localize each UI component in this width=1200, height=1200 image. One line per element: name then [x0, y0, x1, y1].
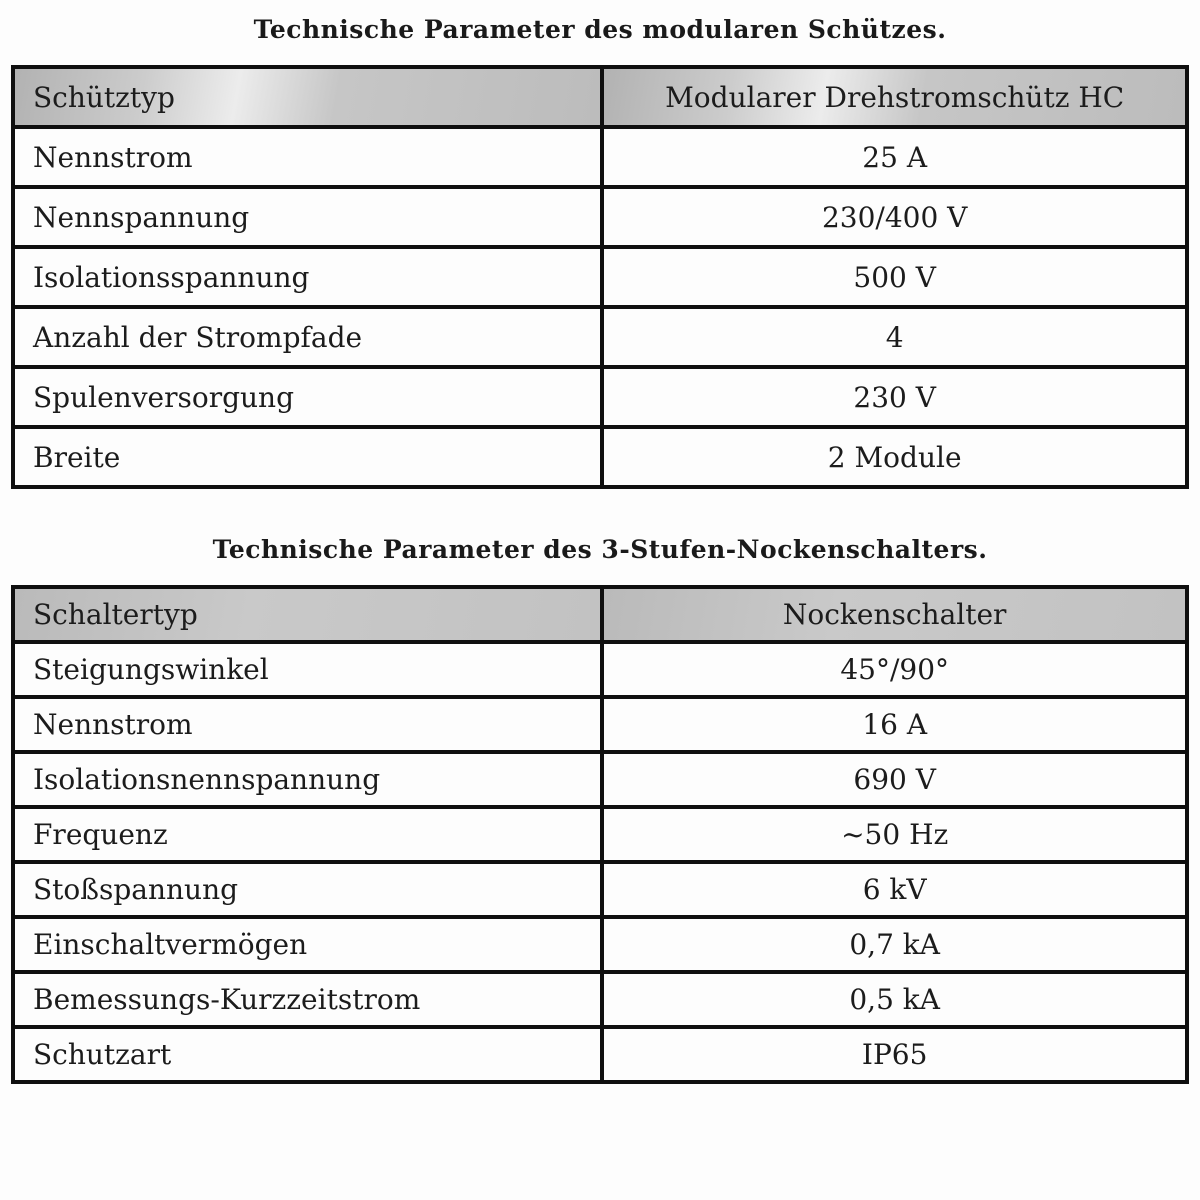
table-row: Anzahl der Strompfade 4 — [10, 305, 1189, 369]
table-row: Einschaltvermögen 0,7 kA — [10, 915, 1189, 974]
param-value: 16 A — [600, 695, 1189, 754]
table-row: Isolationsspannung 500 V — [10, 245, 1189, 309]
param-label: Steigungswinkel — [10, 640, 605, 699]
table-row: Bemessungs-Kurzzeitstrom 0,5 kA — [10, 970, 1189, 1029]
table-row: Breite 2 Module — [10, 425, 1189, 489]
param-value: 690 V — [600, 750, 1189, 809]
param-label: Breite — [10, 425, 605, 489]
param-label: Einschaltvermögen — [10, 915, 605, 974]
param-label: Nennspannung — [10, 185, 605, 249]
param-value: 0,5 kA — [600, 970, 1189, 1029]
column-header-type: Schütztyp — [10, 65, 605, 129]
param-label: Isolationsnennspannung — [10, 750, 605, 809]
table2-caption: Technische Parameter des 3-Stufen-Nocken… — [212, 535, 988, 564]
table-header-row: Schaltertyp Nockenschalter — [10, 585, 1189, 644]
param-value: 6 kV — [600, 860, 1189, 919]
table-header-row: Schütztyp Modularer Drehstromschütz HC — [10, 65, 1189, 129]
param-label: Nennstrom — [10, 695, 605, 754]
table-row: Frequenz ~50 Hz — [10, 805, 1189, 864]
param-value: 0,7 kA — [600, 915, 1189, 974]
param-value: 25 A — [600, 125, 1189, 189]
param-value: ~50 Hz — [600, 805, 1189, 864]
table-row: Nennstrom 16 A — [10, 695, 1189, 754]
table-row: Nennstrom 25 A — [10, 125, 1189, 189]
param-value: 4 — [600, 305, 1189, 369]
param-label: Stoßspannung — [10, 860, 605, 919]
param-value: IP65 — [600, 1025, 1189, 1084]
cam-switch-table: Schaltertyp Nockenschalter Steigungswink… — [10, 585, 1189, 1084]
param-value: 45°/90° — [600, 640, 1189, 699]
table1-caption: Technische Parameter des modularen Schüt… — [253, 15, 947, 44]
column-header-type: Schaltertyp — [10, 585, 605, 644]
param-label: Nennstrom — [10, 125, 605, 189]
param-label: Isolationsspannung — [10, 245, 605, 309]
column-header-value: Modularer Drehstromschütz HC — [600, 65, 1189, 129]
table-row: Nennspannung 230/400 V — [10, 185, 1189, 249]
param-value: 230 V — [600, 365, 1189, 429]
param-label: Schutzart — [10, 1025, 605, 1084]
param-label: Spulenversorgung — [10, 365, 605, 429]
param-value: 500 V — [600, 245, 1189, 309]
modular-contactor-table: Schütztyp Modularer Drehstromschütz HC N… — [10, 65, 1189, 489]
table-row: Stoßspannung 6 kV — [10, 860, 1189, 919]
column-header-value: Nockenschalter — [600, 585, 1189, 644]
table-row: Steigungswinkel 45°/90° — [10, 640, 1189, 699]
param-value: 2 Module — [600, 425, 1189, 489]
table-row: Isolationsnennspannung 690 V — [10, 750, 1189, 809]
param-label: Frequenz — [10, 805, 605, 864]
table-row: Schutzart IP65 — [10, 1025, 1189, 1084]
param-label: Bemessungs-Kurzzeitstrom — [10, 970, 605, 1029]
param-value: 230/400 V — [600, 185, 1189, 249]
table-row: Spulenversorgung 230 V — [10, 365, 1189, 429]
param-label: Anzahl der Strompfade — [10, 305, 605, 369]
